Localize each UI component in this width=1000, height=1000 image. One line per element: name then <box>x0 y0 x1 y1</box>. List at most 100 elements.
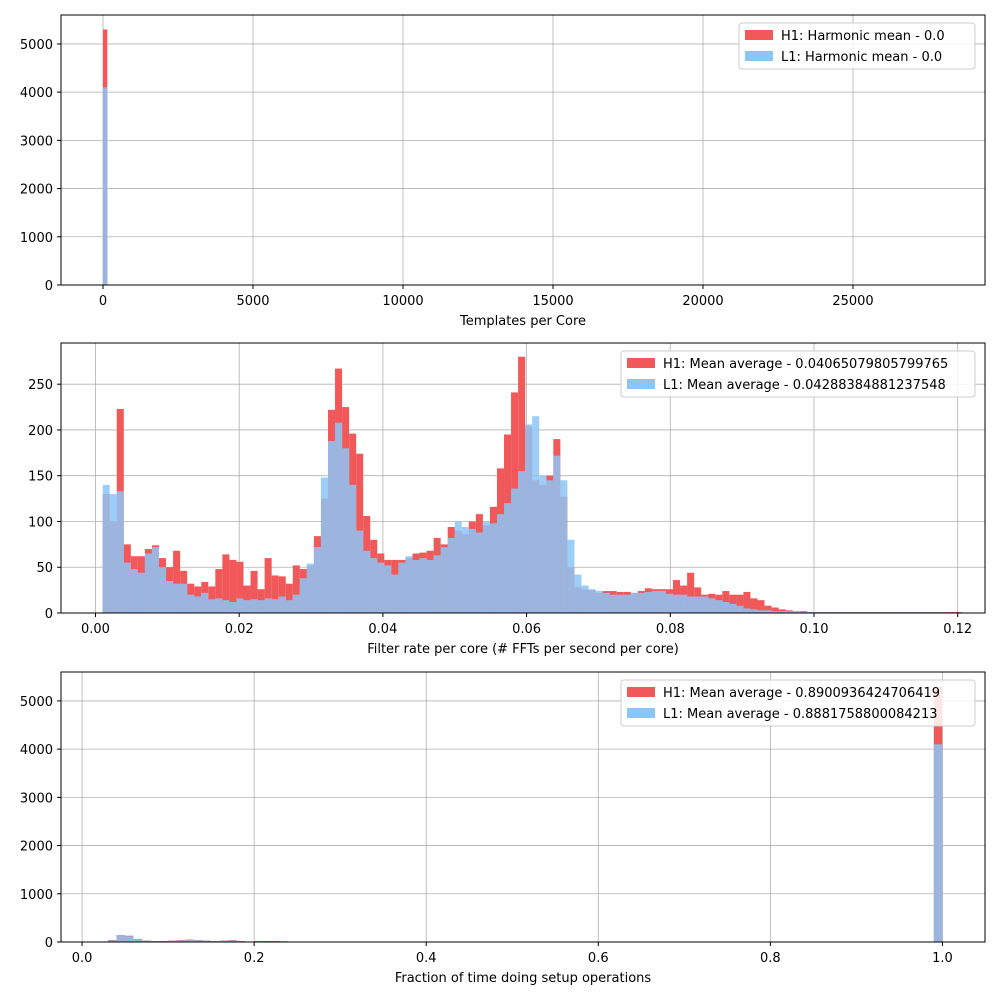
bar-l1 <box>560 480 568 613</box>
bar-l1 <box>567 539 575 613</box>
bar-l1 <box>107 940 117 942</box>
bar-l1 <box>461 526 469 613</box>
y-tick-label: 4000 <box>20 743 53 758</box>
bar-h1 <box>750 598 758 613</box>
bar-l1 <box>771 611 779 613</box>
bar-l1 <box>109 494 117 613</box>
y-tick-label: 3000 <box>20 134 53 149</box>
bar-l1 <box>342 448 350 613</box>
bar-l1 <box>595 591 603 613</box>
bar-l1 <box>637 592 645 613</box>
legend-box <box>620 350 976 398</box>
legend-swatch-l1 <box>627 708 655 718</box>
bar-l1 <box>658 591 666 613</box>
bar-l1 <box>285 600 293 613</box>
bar-l1 <box>151 547 160 613</box>
bar-l1 <box>123 562 131 613</box>
bar-l1 <box>736 605 744 613</box>
legend: H1: Harmonic mean - 0.0 L1: Harmonic mean… <box>738 22 976 70</box>
y-tick-label: 4000 <box>20 86 53 101</box>
bar-l1 <box>313 547 321 613</box>
y-tick-label: 0 <box>45 279 53 294</box>
bar-l1 <box>116 935 125 942</box>
bar-l1 <box>327 440 336 613</box>
bar-l1 <box>511 488 519 613</box>
bar-l1 <box>299 578 307 613</box>
bar-l1 <box>133 939 143 942</box>
bar-l1 <box>553 455 561 613</box>
bar-h1 <box>243 585 251 613</box>
bar-l1 <box>609 594 617 613</box>
bar-l1 <box>546 480 554 613</box>
bar-l1 <box>219 940 229 942</box>
bar-l1 <box>433 555 441 613</box>
bar-l1 <box>202 940 211 942</box>
bar-l1 <box>623 594 631 613</box>
y-tick-label: 50 <box>36 561 53 576</box>
legend-label: L1: Harmonic mean - 0.0 <box>781 50 942 65</box>
x-tick-label: 0.04 <box>368 622 397 637</box>
bar-l1 <box>694 596 702 613</box>
bar-l1 <box>412 559 420 613</box>
bar-l1 <box>785 611 793 613</box>
bar-l1 <box>116 491 124 613</box>
bar-l1 <box>142 940 151 942</box>
bar-l1 <box>168 940 177 942</box>
bar-l1 <box>518 471 526 613</box>
bar-l1 <box>454 521 462 613</box>
bar-l1 <box>680 594 688 613</box>
x-tick-label: 0.0 <box>72 951 93 966</box>
bar-l1 <box>278 596 286 613</box>
y-tick-label: 100 <box>28 515 53 530</box>
bar-l1 <box>504 503 512 613</box>
bar-l1 <box>102 484 110 613</box>
legend-label: L1: Mean average - 0.04288384881237548 <box>663 378 946 393</box>
legend-label: H1: Mean average - 0.8900936424706419 <box>663 686 940 701</box>
x-tick-label: 0.06 <box>512 622 541 637</box>
bar-h1 <box>743 591 751 613</box>
bar-l1 <box>320 477 328 613</box>
x-tick-label: 0.8 <box>760 951 781 966</box>
bar-l1 <box>708 598 716 613</box>
x-tick-label: 0.2 <box>244 951 265 966</box>
chart-panel-3: 0.0 0.2 0.4 0.6 0.8 1.0 0 1000 2000 3000 4000 5000 F… <box>20 671 986 986</box>
bar-h1 <box>292 565 300 613</box>
bar-h1 <box>236 561 244 613</box>
bar-l1 <box>419 558 427 613</box>
bar-h1 <box>278 576 286 613</box>
bar-l1 <box>208 599 216 613</box>
bar-l1 <box>687 596 695 613</box>
chart-panel-2: 0.00 0.02 0.04 0.06 0.08 0.10 0.12 0 50 100 150 200… <box>28 342 986 657</box>
bar-l1 <box>377 562 385 613</box>
bar-l1 <box>722 602 730 613</box>
legend-box <box>738 22 976 70</box>
bar-l1 <box>743 608 751 613</box>
x-tick-label: 0.00 <box>81 622 110 637</box>
bar-l1 <box>228 940 237 942</box>
bar-l1 <box>159 567 167 613</box>
x-tick-label: 15000 <box>532 294 573 309</box>
bar-h1 <box>264 558 272 613</box>
bar-l1 <box>356 530 364 613</box>
bar-l1 <box>349 484 357 613</box>
bar-l1 <box>264 598 272 613</box>
bar-h1 <box>215 569 223 613</box>
legend-label: H1: Harmonic mean - 0.0 <box>781 29 945 44</box>
bar-l1 <box>496 514 505 613</box>
bar-l1 <box>489 523 497 613</box>
x-tick-label: 0 <box>99 294 107 309</box>
legend-label: L1: Mean average - 0.8881758800084213 <box>663 707 938 722</box>
bar-l1 <box>250 599 258 613</box>
bar-h1 <box>687 572 695 613</box>
bar-l1 <box>222 600 230 613</box>
bar-h1 <box>771 607 779 613</box>
bar-l1 <box>764 610 772 613</box>
bar-l1 <box>384 565 392 613</box>
y-tick-label: 200 <box>28 424 53 439</box>
bar-l1 <box>750 609 758 613</box>
bar-l1 <box>292 594 300 613</box>
bar-l1 <box>166 580 174 613</box>
bar-l1 <box>215 598 223 613</box>
bar-h1 <box>729 594 737 613</box>
y-tick-label: 5000 <box>20 38 53 53</box>
